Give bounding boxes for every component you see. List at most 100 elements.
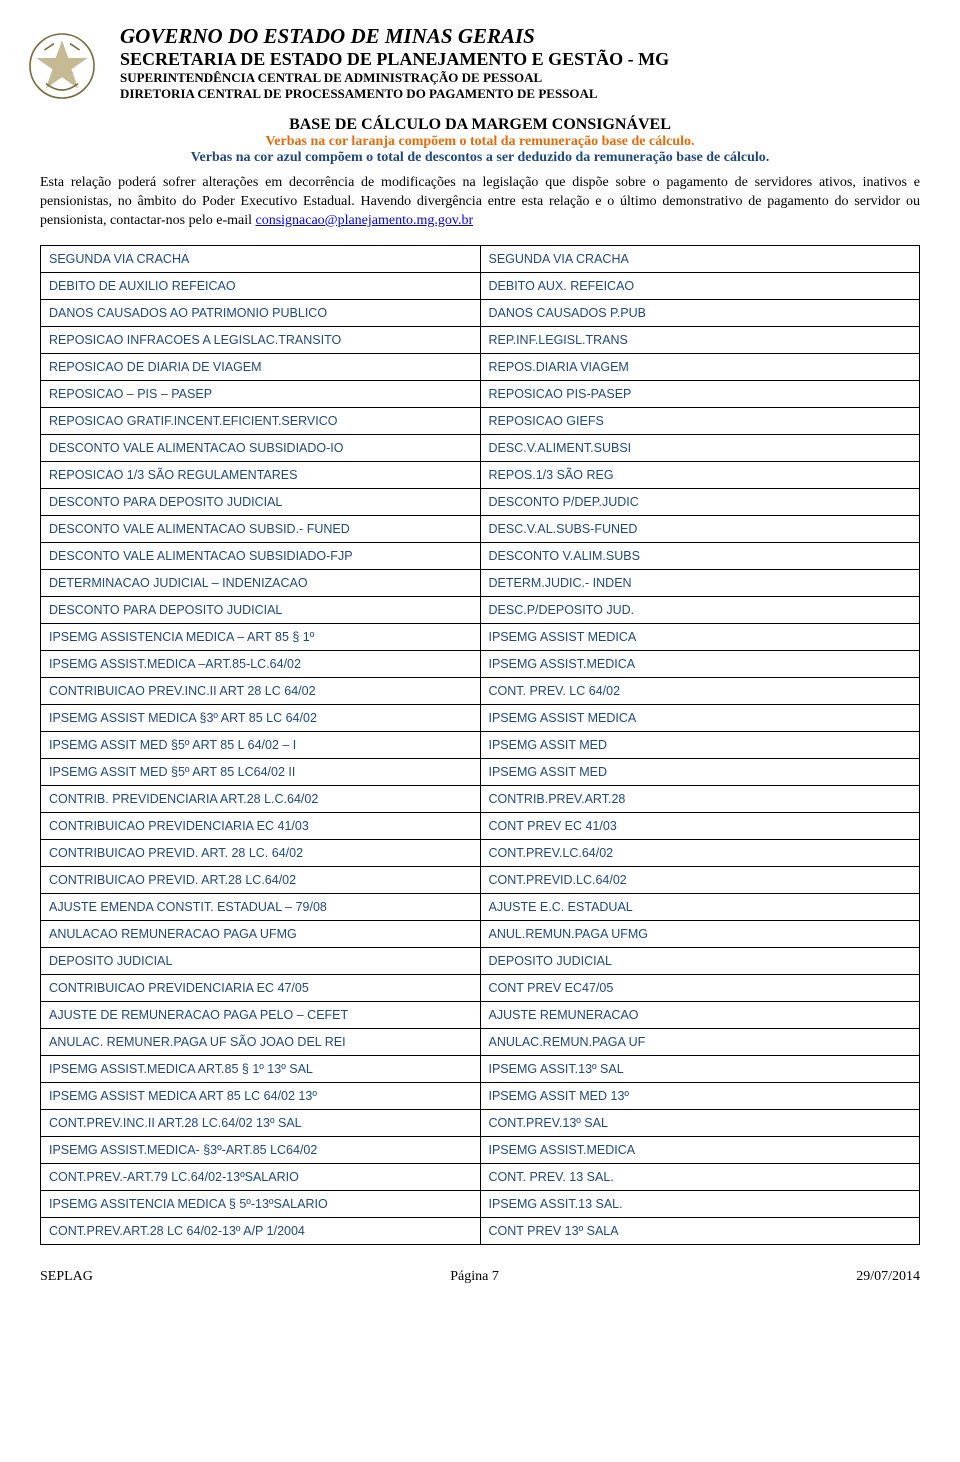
table-cell: CONT. PREV. LC 64/02 [480, 677, 920, 704]
table-cell: IPSEMG ASSIST MEDICA [480, 704, 920, 731]
table-cell: IPSEMG ASSITENCIA MEDICA § 5º-13ºSALARIO [41, 1190, 481, 1217]
header-line-3: SUPERINTENDÊNCIA CENTRAL DE ADMINISTRAÇÃ… [120, 70, 920, 86]
table-row: CONTRIBUICAO PREVID. ART. 28 LC. 64/02CO… [41, 839, 920, 866]
table-row: IPSEMG ASSIST.MEDICA –ART.85-LC.64/02IPS… [41, 650, 920, 677]
table-row: IPSEMG ASSIT MED §5º ART 85 L 64/02 – II… [41, 731, 920, 758]
table-cell: CONT PREV EC 41/03 [480, 812, 920, 839]
table-cell: IPSEMG ASSIST.MEDICA ART.85 § 1º 13º SAL [41, 1055, 481, 1082]
table-row: IPSEMG ASSIST MEDICA §3º ART 85 LC 64/02… [41, 704, 920, 731]
table-cell: ANUL.REMUN.PAGA UFMG [480, 920, 920, 947]
table-cell: REPOSICAO GRATIF.INCENT.EFICIENT.SERVICO [41, 407, 481, 434]
table-cell: DESCONTO V.ALIM.SUBS [480, 542, 920, 569]
table-cell: DESC.P/DEPOSITO JUD. [480, 596, 920, 623]
table-row: DESCONTO VALE ALIMENTACAO SUBSIDIADO-FJP… [41, 542, 920, 569]
table-cell: REPOSICAO PIS-PASEP [480, 380, 920, 407]
table-row: REPOSICAO 1/3 SÃO REGULAMENTARESREPOS.1/… [41, 461, 920, 488]
table-cell: AJUSTE REMUNERACAO [480, 1001, 920, 1028]
table-cell: DANOS CAUSADOS AO PATRIMONIO PUBLICO [41, 299, 481, 326]
table-cell: SEGUNDA VIA CRACHA [480, 245, 920, 272]
table-row: ANULAC. REMUNER.PAGA UF SÃO JOAO DEL REI… [41, 1028, 920, 1055]
table-row: CONTRIBUICAO PREVIDENCIARIA EC 47/05CONT… [41, 974, 920, 1001]
table-cell: CONTRIBUICAO PREVIDENCIARIA EC 41/03 [41, 812, 481, 839]
table-row: REPOSICAO DE DIARIA DE VIAGEMREPOS.DIARI… [41, 353, 920, 380]
header-block: GOVERNO DO ESTADO DE MINAS GERAIS SECRET… [40, 24, 920, 102]
table-cell: DESCONTO P/DEP.JUDIC [480, 488, 920, 515]
table-cell: IPSEMG ASSIST MEDICA §3º ART 85 LC 64/02 [41, 704, 481, 731]
table-cell: CONTRIBUICAO PREVID. ART.28 LC.64/02 [41, 866, 481, 893]
table-row: DEBITO DE AUXILIO REFEICAODEBITO AUX. RE… [41, 272, 920, 299]
table-cell: ANULAC.REMUN.PAGA UF [480, 1028, 920, 1055]
table-cell: DEPOSITO JUDICIAL [480, 947, 920, 974]
table-cell: IPSEMG ASSIST MEDICA [480, 623, 920, 650]
table-row: REPOSICAO GRATIF.INCENT.EFICIENT.SERVICO… [41, 407, 920, 434]
table-cell: CONT.PREV.13º SAL [480, 1109, 920, 1136]
table-row: DESCONTO VALE ALIMENTACAO SUBSIDIADO-IOD… [41, 434, 920, 461]
table-cell: AJUSTE DE REMUNERACAO PAGA PELO – CEFET [41, 1001, 481, 1028]
table-cell: DESCONTO VALE ALIMENTACAO SUBSIDIADO-IO [41, 434, 481, 461]
table-cell: DEPOSITO JUDICIAL [41, 947, 481, 974]
table-row: CONTRIBUICAO PREV.INC.II ART 28 LC 64/02… [41, 677, 920, 704]
table-row: IPSEMG ASSISTENCIA MEDICA – ART 85 § 1ºI… [41, 623, 920, 650]
header-line-2: SECRETARIA DE ESTADO DE PLANEJAMENTO E G… [120, 49, 920, 70]
table-cell: CONTRIB. PREVIDENCIARIA ART.28 L.C.64/02 [41, 785, 481, 812]
table-row: DANOS CAUSADOS AO PATRIMONIO PUBLICODANO… [41, 299, 920, 326]
table-row: CONTRIBUICAO PREVIDENCIARIA EC 41/03CONT… [41, 812, 920, 839]
table-row: DEPOSITO JUDICIALDEPOSITO JUDICIAL [41, 947, 920, 974]
title-blue: Verbas na cor azul compõem o total de de… [40, 150, 920, 166]
table-cell: DEBITO AUX. REFEICAO [480, 272, 920, 299]
table-cell: CONTRIBUICAO PREV.INC.II ART 28 LC 64/02 [41, 677, 481, 704]
table-row: ANULACAO REMUNERACAO PAGA UFMGANUL.REMUN… [41, 920, 920, 947]
table-cell: CONT PREV EC47/05 [480, 974, 920, 1001]
header-text: GOVERNO DO ESTADO DE MINAS GERAIS SECRET… [120, 24, 920, 102]
table-row: AJUSTE DE REMUNERACAO PAGA PELO – CEFETA… [41, 1001, 920, 1028]
table-cell: DEBITO DE AUXILIO REFEICAO [41, 272, 481, 299]
table-cell: IPSEMG ASSISTENCIA MEDICA – ART 85 § 1º [41, 623, 481, 650]
table-cell: DESCONTO VALE ALIMENTACAO SUBSIDIADO-FJP [41, 542, 481, 569]
contact-email-link[interactable]: consignacao@planejamento.mg.gov.br [255, 213, 473, 228]
table-cell: ANULAC. REMUNER.PAGA UF SÃO JOAO DEL REI [41, 1028, 481, 1055]
table-row: REPOSICAO – PIS – PASEPREPOSICAO PIS-PAS… [41, 380, 920, 407]
table-row: CONTRIBUICAO PREVID. ART.28 LC.64/02CONT… [41, 866, 920, 893]
table-cell: IPSEMG ASSIT MED §5º ART 85 LC64/02 II [41, 758, 481, 785]
table-row: DESCONTO PARA DEPOSITO JUDICIALDESCONTO … [41, 488, 920, 515]
table-cell: IPSEMG ASSIT MED §5º ART 85 L 64/02 – I [41, 731, 481, 758]
table-cell: DETERM.JUDIC.- INDEN [480, 569, 920, 596]
table-cell: ANULACAO REMUNERACAO PAGA UFMG [41, 920, 481, 947]
table-cell: AJUSTE EMENDA CONSTIT. ESTADUAL – 79/08 [41, 893, 481, 920]
table-cell: REPOSICAO DE DIARIA DE VIAGEM [41, 353, 481, 380]
table-row: CONT.PREV.ART.28 LC 64/02-13º A/P 1/2004… [41, 1217, 920, 1244]
header-line-1: GOVERNO DO ESTADO DE MINAS GERAIS [120, 24, 920, 49]
table-row: IPSEMG ASSIT MED §5º ART 85 LC64/02 IIIP… [41, 758, 920, 785]
table-row: DETERMINACAO JUDICIAL – INDENIZACAODETER… [41, 569, 920, 596]
table-row: DESCONTO VALE ALIMENTACAO SUBSID.- FUNED… [41, 515, 920, 542]
table-row: IPSEMG ASSIST MEDICA ART 85 LC 64/02 13º… [41, 1082, 920, 1109]
table-cell: REP.INF.LEGISL.TRANS [480, 326, 920, 353]
state-crest-icon [22, 26, 102, 106]
table-cell: CONT.PREV.-ART.79 LC.64/02-13ºSALARIO [41, 1163, 481, 1190]
table-cell: AJUSTE E.C. ESTADUAL [480, 893, 920, 920]
footer-center: Página 7 [450, 1269, 499, 1285]
table-row: CONT.PREV.INC.II ART.28 LC.64/02 13º SAL… [41, 1109, 920, 1136]
table-cell: DANOS CAUSADOS P.PUB [480, 299, 920, 326]
table-cell: CONT.PREV.ART.28 LC 64/02-13º A/P 1/2004 [41, 1217, 481, 1244]
table-cell: CONTRIBUICAO PREVID. ART. 28 LC. 64/02 [41, 839, 481, 866]
table-cell: REPOSICAO GIEFS [480, 407, 920, 434]
table-cell: CONT.PREV.LC.64/02 [480, 839, 920, 866]
table-row: AJUSTE EMENDA CONSTIT. ESTADUAL – 79/08A… [41, 893, 920, 920]
table-cell: CONT.PREV.INC.II ART.28 LC.64/02 13º SAL [41, 1109, 481, 1136]
table-cell: DESC.V.ALIMENT.SUBSI [480, 434, 920, 461]
table-cell: IPSEMG ASSIT MED [480, 758, 920, 785]
table-cell: IPSEMG ASSIT MED [480, 731, 920, 758]
table-cell: IPSEMG ASSIST MEDICA ART 85 LC 64/02 13º [41, 1082, 481, 1109]
table-row: IPSEMG ASSIST.MEDICA- §3º-ART.85 LC64/02… [41, 1136, 920, 1163]
table-cell: DESCONTO VALE ALIMENTACAO SUBSID.- FUNED [41, 515, 481, 542]
table-row: DESCONTO PARA DEPOSITO JUDICIALDESC.P/DE… [41, 596, 920, 623]
table-cell: DETERMINACAO JUDICIAL – INDENIZACAO [41, 569, 481, 596]
table-cell: DESCONTO PARA DEPOSITO JUDICIAL [41, 488, 481, 515]
intro-text: Esta relação poderá sofrer alterações em… [40, 175, 920, 228]
table-row: IPSEMG ASSIST.MEDICA ART.85 § 1º 13º SAL… [41, 1055, 920, 1082]
table-cell: IPSEMG ASSIST.MEDICA [480, 650, 920, 677]
verbas-table: SEGUNDA VIA CRACHASEGUNDA VIA CRACHADEBI… [40, 245, 920, 1245]
page-footer: SEPLAG Página 7 29/07/2014 [40, 1269, 920, 1285]
table-cell: CONT.PREVID.LC.64/02 [480, 866, 920, 893]
